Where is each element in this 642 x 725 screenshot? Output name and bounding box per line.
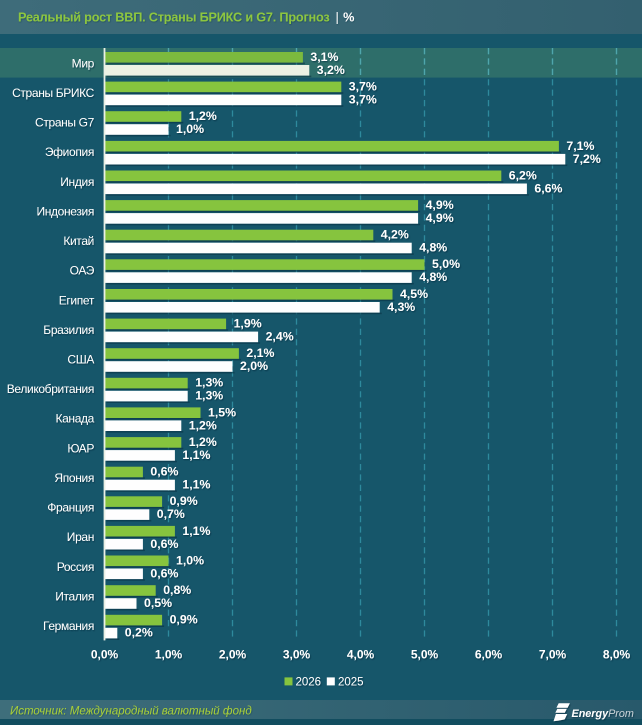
svg-text:1,1%: 1,1% xyxy=(182,524,210,538)
svg-text:ОАЭ: ОАЭ xyxy=(70,264,95,278)
svg-text:6,0%: 6,0% xyxy=(475,648,503,662)
svg-text:Источник: Международный валютн: Источник: Международный валютный фонд xyxy=(10,706,252,718)
svg-text:8,0%: 8,0% xyxy=(603,648,631,662)
svg-text:2,0%: 2,0% xyxy=(219,648,247,662)
svg-text:Япония: Япония xyxy=(54,471,94,485)
svg-text:2,4%: 2,4% xyxy=(266,330,294,344)
svg-text:3,2%: 3,2% xyxy=(317,63,345,77)
svg-text:Италия: Италия xyxy=(55,590,94,604)
svg-text:Германия: Германия xyxy=(43,619,94,633)
svg-text:Китай: Китай xyxy=(63,234,94,248)
svg-text:5,0%: 5,0% xyxy=(411,648,439,662)
svg-text:4,8%: 4,8% xyxy=(419,241,447,255)
svg-text:3,1%: 3,1% xyxy=(310,50,338,64)
svg-text:0,8%: 0,8% xyxy=(163,583,191,597)
svg-text:Мир: Мир xyxy=(72,56,95,70)
svg-text:США: США xyxy=(67,353,94,367)
svg-text:Страны БРИКС: Страны БРИКС xyxy=(12,86,95,100)
svg-text:1,1%: 1,1% xyxy=(182,478,210,492)
svg-text:4,9%: 4,9% xyxy=(426,198,454,212)
svg-text:3,7%: 3,7% xyxy=(349,93,377,107)
svg-text:2,1%: 2,1% xyxy=(246,346,274,360)
svg-text:0,6%: 0,6% xyxy=(150,537,178,551)
svg-text:4,2%: 4,2% xyxy=(381,228,409,242)
svg-text:7,0%: 7,0% xyxy=(539,648,567,662)
svg-text:4,5%: 4,5% xyxy=(400,287,428,301)
svg-text:0,7%: 0,7% xyxy=(157,507,185,521)
svg-text:0,2%: 0,2% xyxy=(125,626,153,640)
svg-text:Бразилия: Бразилия xyxy=(43,323,94,337)
svg-text:4,9%: 4,9% xyxy=(426,211,454,225)
svg-text:2026: 2026 xyxy=(296,677,322,689)
svg-text:1,2%: 1,2% xyxy=(189,418,217,432)
svg-text:1,0%: 1,0% xyxy=(155,648,183,662)
svg-text:6,2%: 6,2% xyxy=(509,168,537,182)
svg-text:5,0%: 5,0% xyxy=(432,257,460,271)
svg-text:ЮАР: ЮАР xyxy=(67,441,94,455)
svg-text:Франция: Франция xyxy=(47,501,94,515)
svg-text:1,2%: 1,2% xyxy=(189,109,217,123)
svg-text:7,2%: 7,2% xyxy=(573,152,601,166)
svg-text:EnergyProm: EnergyProm xyxy=(572,708,634,720)
svg-text:0,9%: 0,9% xyxy=(170,494,198,508)
svg-text:1,3%: 1,3% xyxy=(195,376,223,390)
svg-text:2025: 2025 xyxy=(338,677,364,689)
svg-text:4,3%: 4,3% xyxy=(387,300,415,314)
svg-text:0,5%: 0,5% xyxy=(144,596,172,610)
svg-text:1,0%: 1,0% xyxy=(176,553,204,567)
svg-text:0,6%: 0,6% xyxy=(150,465,178,479)
svg-text:6,6%: 6,6% xyxy=(534,181,562,195)
svg-text:1,9%: 1,9% xyxy=(234,317,262,331)
svg-text:0,0%: 0,0% xyxy=(91,648,119,662)
svg-text:0,9%: 0,9% xyxy=(170,613,198,627)
svg-text:Великобритания: Великобритания xyxy=(7,382,94,396)
svg-text:2,0%: 2,0% xyxy=(240,359,268,373)
svg-text:Эфиопия: Эфиопия xyxy=(45,145,94,159)
svg-text:3,7%: 3,7% xyxy=(349,80,377,94)
svg-text:4,0%: 4,0% xyxy=(347,648,375,662)
svg-text:1,3%: 1,3% xyxy=(195,389,223,403)
svg-text:Индонезия: Индонезия xyxy=(36,204,94,218)
svg-text:7,1%: 7,1% xyxy=(566,139,594,153)
svg-text:Индия: Индия xyxy=(60,175,94,189)
svg-text:Россия: Россия xyxy=(57,560,94,574)
svg-text:1,0%: 1,0% xyxy=(176,122,204,136)
svg-text:Иран: Иран xyxy=(67,530,94,544)
svg-text:Канада: Канада xyxy=(55,412,94,426)
svg-text:0,6%: 0,6% xyxy=(150,566,178,580)
svg-text:Страны G7: Страны G7 xyxy=(35,116,95,130)
svg-text:3,0%: 3,0% xyxy=(283,648,311,662)
svg-text:1,5%: 1,5% xyxy=(208,405,236,419)
svg-text:Египет: Египет xyxy=(59,293,95,307)
svg-text:4,8%: 4,8% xyxy=(419,270,447,284)
svg-text:Реальный рост ВВП. Страны БРИК: Реальный рост ВВП. Страны БРИКС и G7. Пр… xyxy=(18,11,354,25)
svg-text:1,2%: 1,2% xyxy=(189,435,217,449)
svg-text:1,1%: 1,1% xyxy=(182,448,210,462)
